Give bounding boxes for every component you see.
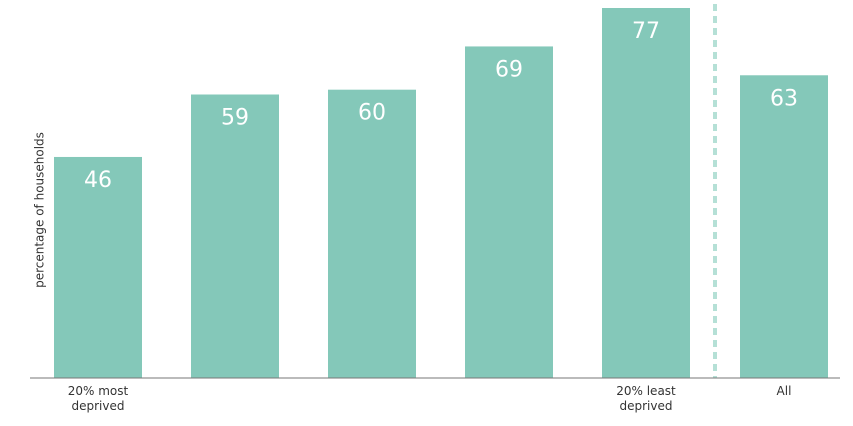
x-tick-label: All: [776, 384, 792, 398]
value-label: 77: [632, 19, 660, 44]
value-label: 60: [358, 101, 386, 126]
value-label: 69: [495, 57, 523, 82]
x-tick-label: 20% least deprived: [616, 384, 676, 413]
value-label: 59: [221, 105, 249, 130]
x-tick-label: 20% most deprived: [67, 384, 129, 413]
value-label: 46: [84, 168, 112, 193]
value-label: 63: [770, 86, 798, 111]
bar: [328, 89, 416, 379]
bar: [465, 46, 553, 378]
bar: [740, 75, 828, 378]
y-axis-label: percentage of households: [33, 132, 47, 288]
bar: [191, 94, 279, 379]
bar: [602, 8, 690, 378]
bar: [54, 156, 142, 378]
